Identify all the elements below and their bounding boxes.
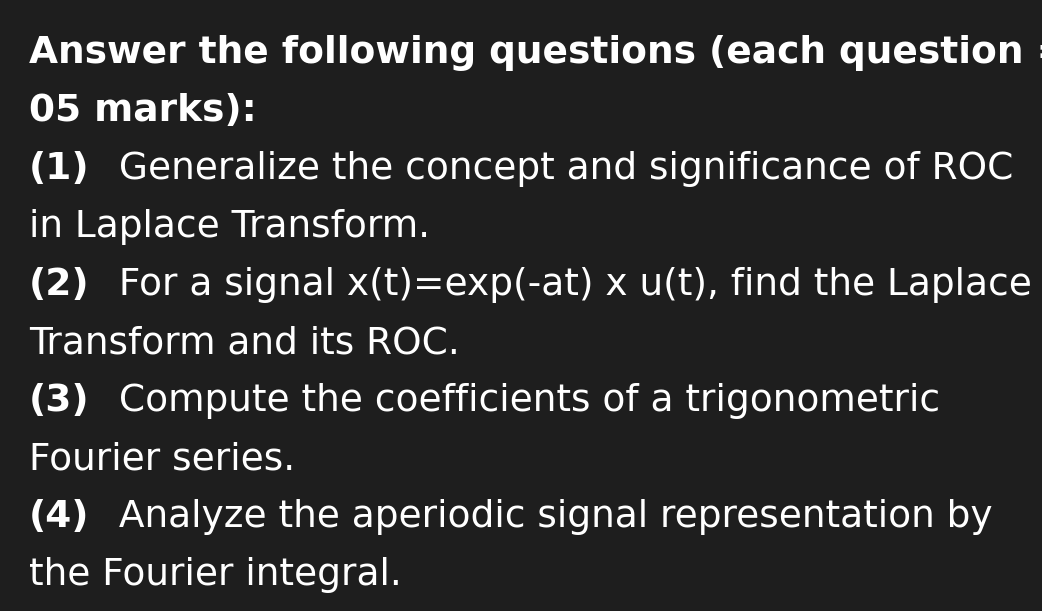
Text: For a signal x(t)=exp(-at) x u(t), find the Laplace: For a signal x(t)=exp(-at) x u(t), find … [107, 267, 1033, 303]
Text: Answer the following questions (each question =: Answer the following questions (each que… [29, 35, 1042, 71]
Text: (3): (3) [29, 383, 90, 419]
Text: (2): (2) [29, 267, 90, 303]
Text: in Laplace Transform.: in Laplace Transform. [29, 209, 430, 245]
Text: Fourier series.: Fourier series. [29, 441, 295, 477]
Text: (1): (1) [29, 151, 90, 187]
Text: Transform and its ROC.: Transform and its ROC. [29, 325, 460, 361]
Text: (4): (4) [29, 499, 90, 535]
Text: the Fourier integral.: the Fourier integral. [29, 557, 402, 593]
Text: Compute the coefficients of a trigonometric: Compute the coefficients of a trigonomet… [107, 383, 941, 419]
Text: 05 marks):: 05 marks): [29, 93, 257, 129]
Text: Analyze the aperiodic signal representation by: Analyze the aperiodic signal representat… [107, 499, 993, 535]
Text: Generalize the concept and significance of ROC: Generalize the concept and significance … [107, 151, 1014, 187]
